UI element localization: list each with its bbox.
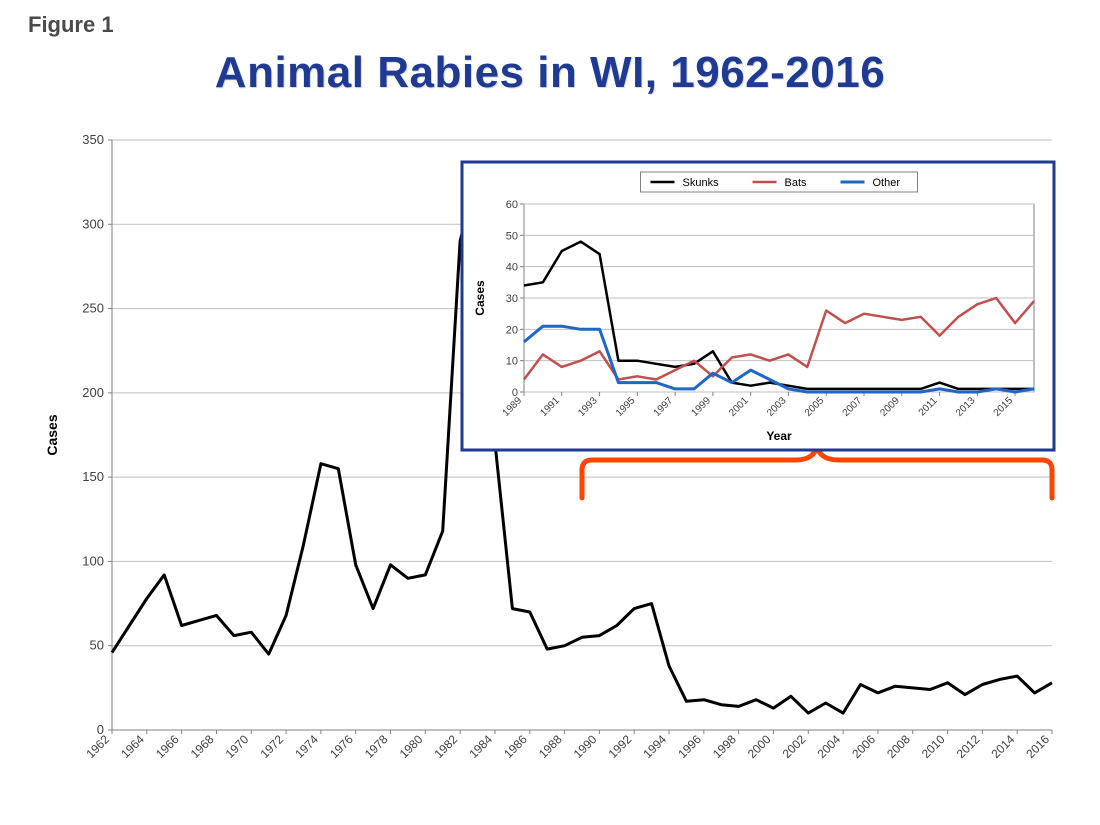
svg-text:200: 200 xyxy=(82,385,104,400)
svg-text:1998: 1998 xyxy=(710,732,739,761)
svg-text:2016: 2016 xyxy=(1023,732,1052,761)
svg-text:1966: 1966 xyxy=(153,732,182,761)
svg-text:2000: 2000 xyxy=(745,732,774,761)
svg-text:1968: 1968 xyxy=(188,732,217,761)
svg-text:1986: 1986 xyxy=(501,732,530,761)
svg-text:1994: 1994 xyxy=(640,732,669,761)
svg-text:2008: 2008 xyxy=(884,732,913,761)
svg-text:1984: 1984 xyxy=(466,732,495,761)
svg-text:2012: 2012 xyxy=(954,732,983,761)
svg-text:2002: 2002 xyxy=(780,732,809,761)
svg-text:1974: 1974 xyxy=(292,732,321,761)
svg-text:20: 20 xyxy=(506,324,518,336)
svg-text:250: 250 xyxy=(82,301,104,316)
svg-text:1970: 1970 xyxy=(223,732,252,761)
svg-text:150: 150 xyxy=(82,469,104,484)
svg-text:1964: 1964 xyxy=(118,732,147,761)
svg-text:1990: 1990 xyxy=(571,732,600,761)
svg-text:2004: 2004 xyxy=(814,732,843,761)
svg-text:1988: 1988 xyxy=(536,732,565,761)
svg-text:50: 50 xyxy=(506,230,518,242)
svg-text:300: 300 xyxy=(82,216,104,231)
svg-text:50: 50 xyxy=(90,638,104,653)
chart-container: 0501001502002503003501962196419661968197… xyxy=(30,120,1070,800)
svg-text:30: 30 xyxy=(506,293,518,305)
svg-text:1980: 1980 xyxy=(397,732,426,761)
svg-text:Other: Other xyxy=(873,177,901,189)
svg-text:1982: 1982 xyxy=(431,732,460,761)
svg-text:Cases: Cases xyxy=(473,280,487,316)
page-title: Animal Rabies in WI, 1962-2016 xyxy=(0,48,1100,98)
svg-text:Year: Year xyxy=(766,429,792,443)
svg-text:350: 350 xyxy=(82,132,104,147)
svg-text:40: 40 xyxy=(506,262,518,274)
svg-text:60: 60 xyxy=(506,199,518,211)
svg-text:10: 10 xyxy=(506,356,518,368)
svg-text:Cases: Cases xyxy=(44,414,60,455)
svg-text:2010: 2010 xyxy=(919,732,948,761)
svg-text:100: 100 xyxy=(82,553,104,568)
svg-text:1962: 1962 xyxy=(83,732,112,761)
figure-label: Figure 1 xyxy=(28,12,114,38)
svg-text:2006: 2006 xyxy=(849,732,878,761)
svg-text:1996: 1996 xyxy=(675,732,704,761)
svg-text:Bats: Bats xyxy=(785,177,808,189)
main-chart-svg: 0501001502002503003501962196419661968197… xyxy=(30,120,1070,800)
svg-text:1992: 1992 xyxy=(606,732,635,761)
svg-text:1972: 1972 xyxy=(257,732,286,761)
svg-text:2014: 2014 xyxy=(989,732,1018,761)
svg-text:1976: 1976 xyxy=(327,732,356,761)
svg-text:Skunks: Skunks xyxy=(683,177,720,189)
svg-text:1978: 1978 xyxy=(362,732,391,761)
